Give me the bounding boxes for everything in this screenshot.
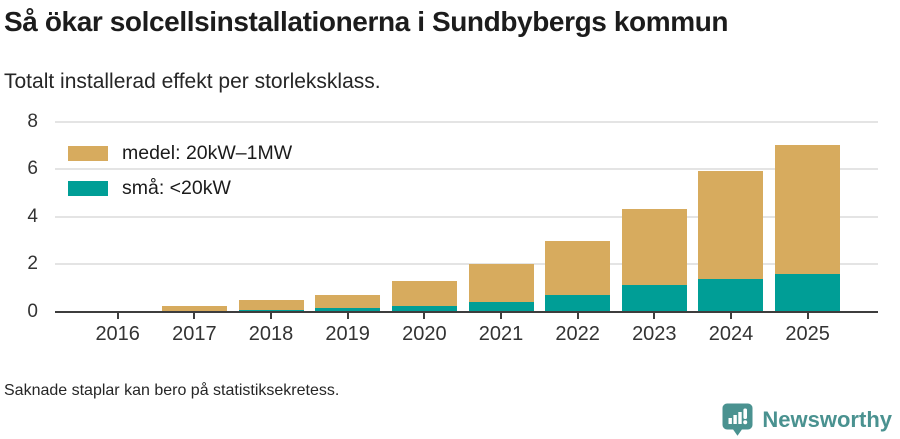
bar-segment-sma-2022: [545, 294, 611, 312]
y-axis-label-0: 0: [27, 300, 38, 322]
newsworthy-speech-bubble-chart-icon: [722, 403, 753, 436]
x-axis-tick-2020: [423, 313, 426, 319]
x-axis-tick-2022: [576, 313, 579, 319]
y-axis-label-6: 6: [27, 158, 38, 179]
brand-name: Newsworthy: [762, 406, 892, 432]
bar-segment-medel-2018: [238, 299, 304, 311]
bar-segment-sma-2019: [315, 307, 381, 312]
x-axis-line: [55, 310, 878, 313]
gridline-y8: [55, 120, 878, 123]
bar-segment-medel-2020: [391, 280, 457, 306]
x-axis-label-2023: 2023: [632, 323, 677, 345]
bar-segment-sma-2023: [621, 285, 687, 312]
x-axis-label-2017: 2017: [172, 323, 217, 345]
bar-segment-medel-2022: [545, 241, 611, 295]
x-axis-tick-2019: [346, 313, 349, 319]
legend-item-medel: medel: 20kW–1MW: [68, 142, 292, 165]
footnote: Saknade staplar kan bero på statistiksek…: [4, 382, 340, 399]
x-axis-label-2018: 2018: [248, 323, 294, 345]
x-axis-tick-2024: [729, 313, 732, 319]
legend-swatch-medel: [68, 146, 108, 161]
x-axis-label-2020: 2020: [402, 323, 447, 345]
legend-label-medel: medel: 20kW–1MW: [122, 142, 293, 164]
legend-swatch-sma: [68, 181, 108, 196]
x-axis-tick-2025: [806, 313, 809, 319]
bar-segment-medel-2021: [468, 264, 534, 302]
legend-label-sma: små: <20kW: [122, 177, 231, 199]
chart-subtitle: Totalt installerad effekt per storlekskl…: [4, 70, 381, 93]
x-axis-tick-2021: [500, 313, 502, 319]
x-axis-label-2019: 2019: [325, 323, 370, 345]
legend-item-sma: små: <20kW: [68, 177, 292, 200]
x-axis-label-2024: 2024: [708, 323, 754, 345]
x-axis-label-2025: 2025: [785, 323, 830, 345]
bar-segment-sma-2025: [775, 273, 841, 312]
y-axis-label-2: 2: [27, 253, 38, 274]
x-axis-tick-2023: [653, 313, 656, 319]
x-axis-tick-2018: [270, 313, 273, 319]
x-axis-label-2022: 2022: [555, 323, 600, 345]
bar-segment-medel-2017: [161, 305, 227, 312]
gridline-y6: [55, 168, 878, 170]
y-axis-label-8: 8: [27, 110, 38, 132]
gridline-y4: [55, 215, 878, 218]
x-axis-label-2021: 2021: [478, 323, 524, 345]
brand-logo: Newsworthy: [721, 402, 892, 437]
bar-segment-medel-2019: [315, 294, 381, 308]
bar-segment-sma-2020: [391, 305, 457, 312]
gridline-y2: [55, 263, 878, 265]
x-axis-tick-2017: [193, 313, 196, 319]
bar-segment-medel-2023: [621, 209, 687, 286]
bar-segment-sma-2024: [698, 279, 764, 312]
bar-segment-medel-2025: [775, 145, 841, 274]
x-axis-label-2016: 2016: [95, 323, 140, 345]
bar-segment-sma-2021: [468, 302, 534, 312]
legend: medel: 20kW–1MW små: <20kW: [68, 142, 292, 212]
x-axis-tick-2016: [116, 313, 119, 319]
bar-segment-medel-2024: [698, 171, 764, 280]
chart-title: Så ökar solcellsinstallationerna i Sundb…: [4, 6, 729, 37]
y-axis-label-4: 4: [27, 205, 38, 227]
